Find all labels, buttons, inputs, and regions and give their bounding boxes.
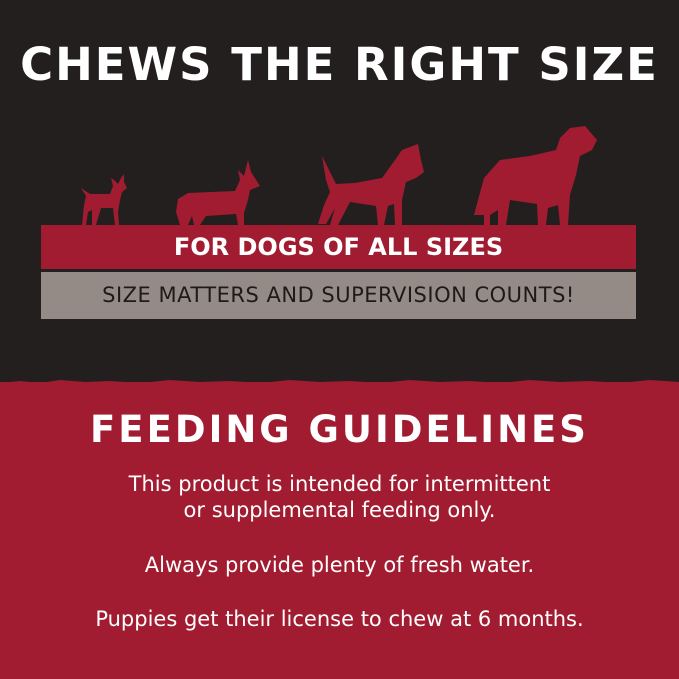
feeding-line: Puppies get their license to chew at 6 m… [95,607,584,631]
torn-edge [0,380,679,388]
feeding-guidelines-title: FEEDING GUIDELINES [90,408,589,451]
dog-silhouettes [81,126,597,225]
bottom-panel [0,382,679,679]
size-banner-primary: FOR DOGS OF ALL SIZES [41,225,636,269]
corgi-icon [176,160,260,225]
large-dog-icon [474,126,597,225]
feeding-line: or supplemental feeding only. [183,498,496,522]
small-dog-icon [81,174,127,225]
feeding-line: This product is intended for intermitten… [128,472,551,496]
medium-dog-icon [318,144,424,225]
feeding-line: Always provide plenty of fresh water. [144,553,535,577]
size-banner-secondary: SIZE MATTERS AND SUPERVISION COUNTS! [41,272,636,319]
page-title: CHEWS THE RIGHT SIZE [20,38,659,91]
